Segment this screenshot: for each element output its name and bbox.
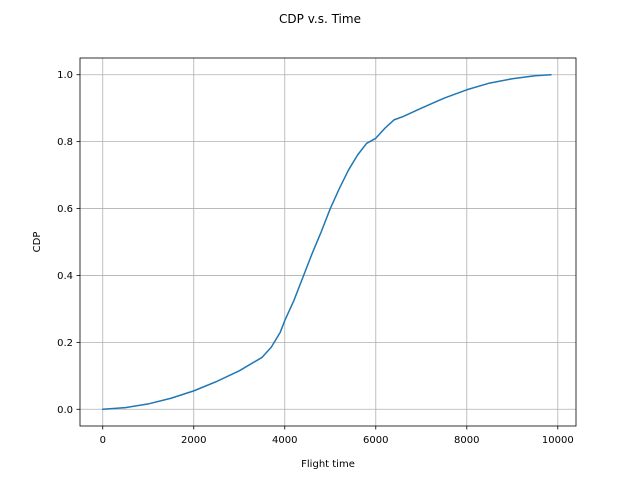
y-tick-label: 0.6 <box>57 204 73 215</box>
x-tick-label: 0 <box>100 435 106 446</box>
y-tick-label: 0.4 <box>57 271 73 282</box>
chart-title: CDP v.s. Time <box>279 12 361 26</box>
series-layer <box>102 73 552 411</box>
grid <box>80 58 576 426</box>
y-axis: 0.0 0.2 0.4 0.6 0.8 1.0 <box>57 70 80 416</box>
y-tick-label: 0.2 <box>57 338 73 349</box>
y-tick-label: 0.8 <box>57 137 73 148</box>
x-tick-label: 6000 <box>363 435 388 446</box>
y-tick-label: 0.0 <box>57 405 73 416</box>
x-tick-label: 8000 <box>454 435 479 446</box>
y-axis-label: CDP <box>32 232 43 253</box>
x-tick-label: 10000 <box>542 435 574 446</box>
x-tick-label: 4000 <box>272 435 297 446</box>
cdp-line <box>102 73 552 411</box>
y-tick-label: 1.0 <box>57 70 73 81</box>
plot-frame <box>79 57 577 427</box>
x-axis-label: Flight time <box>301 459 355 470</box>
x-tick-label: 2000 <box>181 435 206 446</box>
x-axis: 0 2000 4000 6000 8000 10000 <box>100 426 574 446</box>
